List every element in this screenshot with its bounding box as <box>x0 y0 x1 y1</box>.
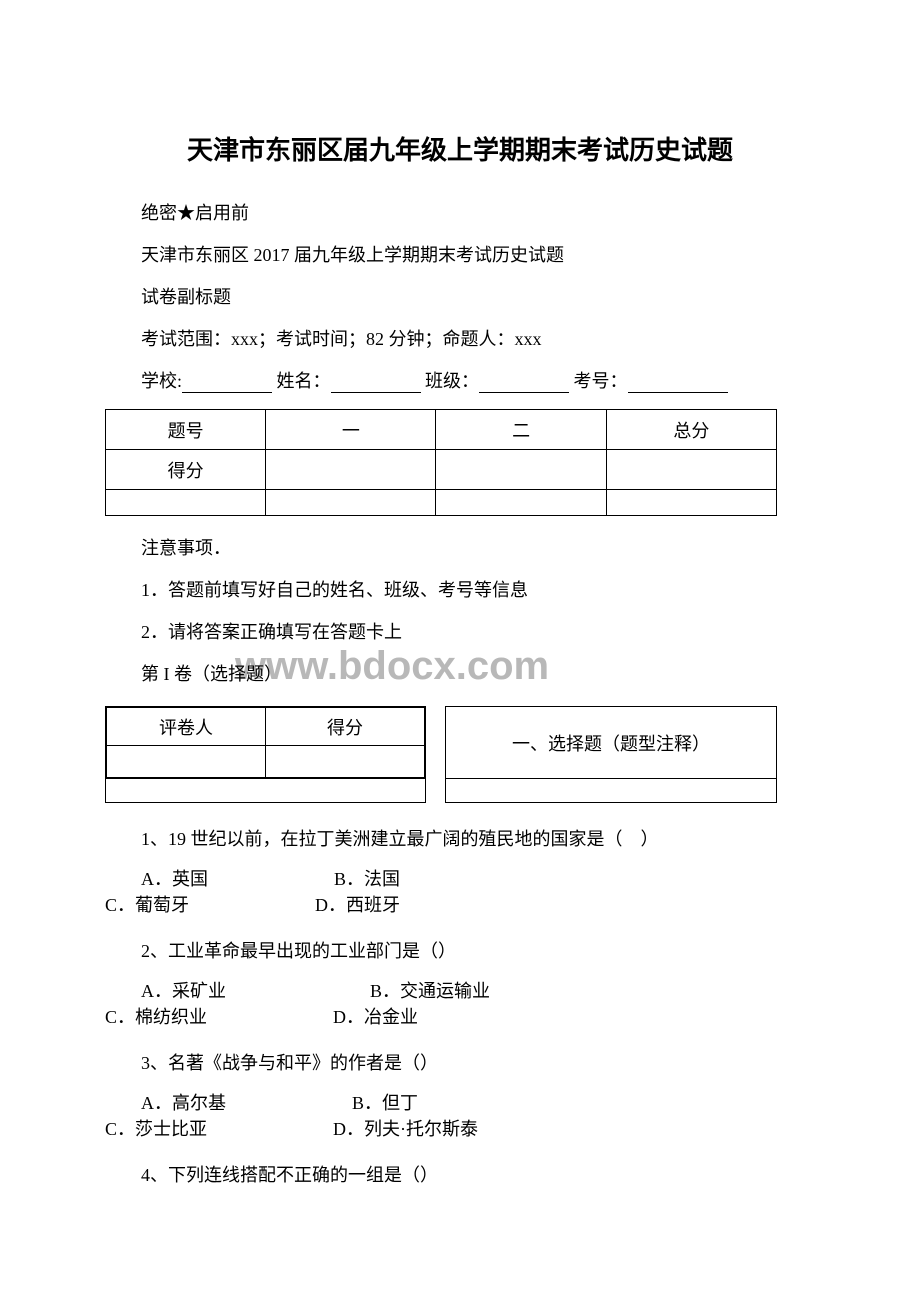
question-options-cd: C．棉纺织业 D．冶金业 <box>105 1003 815 1029</box>
student-info-line: 学校: 姓名： 班级： 考号： <box>105 367 815 393</box>
table-row: 得分 <box>106 450 777 490</box>
score-table: 题号 一 二 总分 得分 <box>105 409 777 516</box>
notice-2: 2．请将答案正确填写在答题卡上 <box>105 618 815 644</box>
cell <box>266 490 436 516</box>
cell: 得分 <box>106 450 266 490</box>
question-stem: 2、工业革命最早出现的工业部门是（） <box>105 937 815 963</box>
cell <box>436 490 606 516</box>
cell[interactable] <box>266 746 425 778</box>
name-blank[interactable] <box>331 392 421 393</box>
question-options-ab: A．英国 B．法国 <box>105 865 815 891</box>
cell: 一 <box>266 410 436 450</box>
cell <box>106 490 266 516</box>
question-options-cd: C．葡萄牙 D．西班牙 <box>105 891 815 917</box>
cell <box>106 779 426 803</box>
section-header-table: 评卷人 得分 一、选择题（题型注释） <box>105 706 777 803</box>
question-options-cd: C．莎士比亚 D．列夫·托尔斯泰 <box>105 1115 815 1141</box>
scope-line: 考试范围：xxx；考试时间；82 分钟；命题人：xxx <box>105 325 815 351</box>
document-title: 天津市东丽区届九年级上学期期末考试历史试题 <box>105 130 815 167</box>
question-options-ab: A．采矿业 B．交通运输业 <box>105 977 815 1003</box>
table-row <box>106 490 777 516</box>
cell <box>446 779 777 803</box>
class-blank[interactable] <box>479 392 569 393</box>
question-stem: 4、下列连线搭配不正确的一组是（） <box>105 1161 815 1187</box>
cell: 总分 <box>606 410 776 450</box>
notice-heading: 注意事项． <box>105 534 815 560</box>
question-stem: 1、19 世纪以前，在拉丁美洲建立最广阔的殖民地的国家是（ ） <box>105 825 815 851</box>
table-row: 题号 一 二 总分 <box>106 410 777 450</box>
cell: 题号 <box>106 410 266 450</box>
school-blank[interactable] <box>182 392 272 393</box>
section-1-label: 第 I 卷（选择题） <box>105 660 815 686</box>
secrecy-line: 绝密★启用前 <box>105 199 815 225</box>
cell[interactable] <box>606 450 776 490</box>
class-label: 班级： <box>425 371 479 391</box>
cell: 二 <box>436 410 606 450</box>
school-label: 学校: <box>141 371 182 391</box>
subtitle-line: 试卷副标题 <box>105 283 815 309</box>
full-title-line: 天津市东丽区 2017 届九年级上学期期末考试历史试题 <box>105 241 815 267</box>
examno-blank[interactable] <box>628 392 728 393</box>
cell: 评卷人 <box>107 708 266 746</box>
cell[interactable] <box>436 450 606 490</box>
name-label: 姓名： <box>277 371 331 391</box>
notice-1: 1．答题前填写好自己的姓名、班级、考号等信息 <box>105 576 815 602</box>
question-options-ab: A．高尔基 B．但丁 <box>105 1089 815 1115</box>
evaluator-table: 评卷人 得分 <box>106 707 425 778</box>
cell[interactable] <box>107 746 266 778</box>
section-type-label: 一、选择题（题型注释） <box>446 707 777 779</box>
question-stem: 3、名著《战争与和平》的作者是（） <box>105 1049 815 1075</box>
examno-label: 考号： <box>574 371 628 391</box>
cell[interactable] <box>266 450 436 490</box>
cell: 得分 <box>266 708 425 746</box>
cell <box>606 490 776 516</box>
